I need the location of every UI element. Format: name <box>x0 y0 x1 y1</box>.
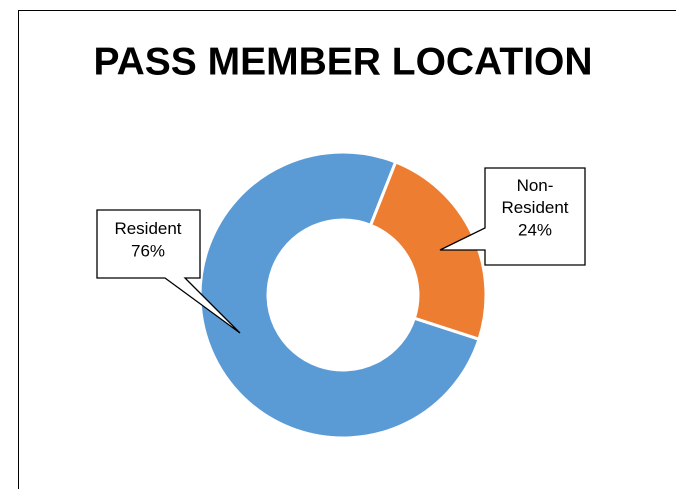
chart-title: PASS MEMBER LOCATION <box>93 40 592 83</box>
category-label: Non-Resident <box>501 176 568 217</box>
donut-slice <box>368 160 488 342</box>
category-label: Resident <box>114 219 181 238</box>
value-label: 76% <box>131 241 165 260</box>
donut-slice <box>198 150 481 440</box>
value-label: 24% <box>518 220 552 239</box>
callout-box <box>439 167 586 266</box>
callout-box <box>96 209 241 334</box>
